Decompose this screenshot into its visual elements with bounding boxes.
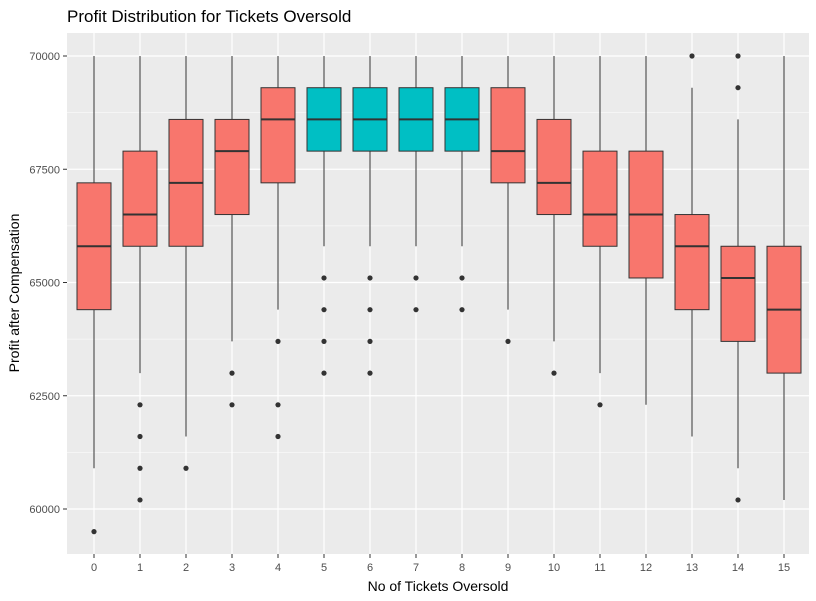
outlier-point <box>229 402 235 408</box>
outlier-point <box>367 307 373 313</box>
outlier-point <box>137 402 143 408</box>
x-tick-label: 1 <box>137 562 143 574</box>
outlier-point <box>321 370 327 376</box>
x-tick-label: 2 <box>183 562 189 574</box>
outlier-point <box>275 338 281 344</box>
chart-title: Profit Distribution for Tickets Oversold <box>67 7 351 26</box>
y-tick-label: 67500 <box>29 164 60 176</box>
y-tick-label: 62500 <box>29 391 60 403</box>
outlier-point <box>735 53 741 59</box>
outlier-point <box>183 465 189 471</box>
x-tick-label: 0 <box>91 562 97 574</box>
box-5 <box>306 56 342 376</box>
x-tick-label: 10 <box>548 562 560 574</box>
box-iqr <box>122 150 158 247</box>
x-tick-label: 8 <box>459 562 465 574</box>
y-axis-title: Profit after Compensation <box>6 214 22 373</box>
x-axis: 0 1 2 3 4 5 6 7 8 9 10 11 12 13 14 15 <box>91 554 790 574</box>
outlier-point <box>689 53 695 59</box>
outlier-point <box>367 338 373 344</box>
y-tick-label: 60000 <box>29 504 60 516</box>
outlier-point <box>137 497 143 503</box>
box-1 <box>122 56 158 503</box>
box-6 <box>352 56 388 376</box>
outlier-point <box>321 275 327 281</box>
box-11 <box>582 56 618 408</box>
outlier-point <box>91 529 97 535</box>
x-tick-label: 5 <box>321 562 327 574</box>
x-tick-label: 6 <box>367 562 373 574</box>
outlier-point <box>413 275 419 281</box>
box-4 <box>260 56 296 440</box>
outlier-point <box>275 402 281 408</box>
outlier-point <box>459 275 465 281</box>
box-8 <box>444 56 480 313</box>
outlier-point <box>551 370 557 376</box>
x-tick-label: 11 <box>594 562 605 574</box>
box-12 <box>628 56 664 405</box>
x-tick-label: 14 <box>732 562 744 574</box>
box-iqr <box>582 150 618 247</box>
outlier-point <box>367 275 373 281</box>
y-axis: 60000 62500 65000 67500 70000 <box>29 51 67 516</box>
outlier-point <box>229 370 235 376</box>
outlier-point <box>321 307 327 313</box>
x-tick-label: 15 <box>778 562 790 574</box>
outlier-point <box>321 338 327 344</box>
box-iqr <box>720 245 756 342</box>
x-tick-label: 7 <box>413 562 419 574</box>
outlier-point <box>735 497 741 503</box>
box-7 <box>398 56 434 313</box>
box-iqr <box>260 87 296 184</box>
outlier-point <box>505 338 511 344</box>
y-tick-label: 65000 <box>29 278 60 290</box>
box-iqr <box>490 87 526 184</box>
outlier-point <box>459 307 465 313</box>
x-tick-label: 9 <box>505 562 511 574</box>
x-tick-label: 3 <box>229 562 235 574</box>
box-15 <box>766 56 802 500</box>
box-3 <box>214 56 250 408</box>
box-group <box>76 53 802 535</box>
y-tick-label: 70000 <box>29 51 60 63</box>
x-tick-label: 13 <box>686 562 698 574</box>
box-10 <box>536 56 572 376</box>
box-iqr <box>674 214 710 311</box>
outlier-point <box>137 465 143 471</box>
outlier-point <box>367 370 373 376</box>
outlier-point <box>597 402 603 408</box>
outlier-point <box>275 433 281 440</box>
box-iqr <box>536 118 572 216</box>
box-13 <box>674 53 710 437</box>
outlier-point <box>137 433 143 440</box>
x-axis-title: No of Tickets Oversold <box>368 578 509 594</box>
box-9 <box>490 56 526 344</box>
box-2 <box>168 56 204 471</box>
outlier-point <box>413 307 419 313</box>
x-tick-label: 12 <box>640 562 652 574</box>
x-tick-label: 4 <box>275 562 281 574</box>
box-0 <box>76 56 112 535</box>
outlier-point <box>735 85 741 91</box>
box-14 <box>720 53 756 503</box>
box-iqr <box>214 118 250 216</box>
